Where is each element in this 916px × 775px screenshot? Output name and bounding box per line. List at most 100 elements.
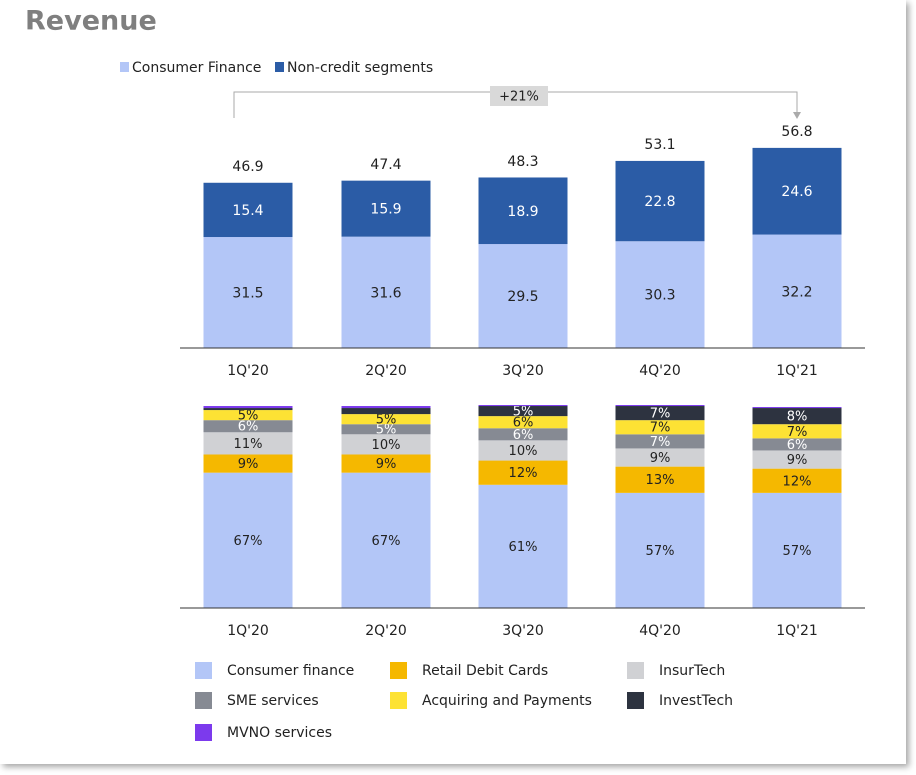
- data-label: 9%: [238, 457, 259, 472]
- bar-segment: [478, 440, 568, 461]
- bar-segment: [341, 236, 431, 348]
- legend-swatch: [390, 662, 407, 679]
- bar-segment: [341, 414, 431, 425]
- bar-segment: [752, 408, 842, 425]
- x-tick-label: 1Q'20: [227, 363, 269, 379]
- data-label: 5%: [238, 409, 259, 424]
- total-label: 56.8: [781, 124, 812, 140]
- data-label: 6%: [787, 438, 808, 453]
- total-label: 48.3: [507, 154, 538, 170]
- x-tick-label: 2Q'20: [365, 363, 407, 379]
- data-label: 15.9: [370, 202, 401, 218]
- data-label: 22.8: [644, 194, 675, 210]
- legend-label: InvestTech: [659, 693, 733, 709]
- bar-segment: [203, 237, 293, 348]
- data-label: 15.4: [232, 203, 263, 219]
- chart-title: Revenue: [25, 6, 157, 37]
- bar-segment: [203, 408, 293, 411]
- bar-segment: [478, 177, 568, 245]
- data-label: 9%: [376, 457, 397, 472]
- data-label: 5%: [376, 413, 397, 428]
- data-label: 10%: [509, 444, 538, 459]
- legend-label: Consumer finance: [227, 663, 354, 679]
- bar-segment: [752, 234, 842, 348]
- bar-segment: [341, 424, 431, 435]
- data-label: 31.6: [370, 285, 401, 301]
- data-label: 29.5: [507, 289, 538, 305]
- legend-swatch: [627, 662, 644, 679]
- bar-segment: [341, 406, 431, 409]
- bar-segment: [752, 407, 842, 409]
- bar-segment: [615, 420, 705, 435]
- data-label: 61%: [509, 540, 538, 555]
- bar-segment: [203, 410, 293, 421]
- legend-label: Non-credit segments: [287, 60, 433, 76]
- x-tick-label: 3Q'20: [502, 623, 544, 639]
- bar-segment: [752, 450, 842, 469]
- legend-swatch: [390, 692, 407, 709]
- bar-segment: [752, 147, 842, 235]
- frame: [0, 0, 906, 764]
- data-label: 7%: [787, 425, 808, 440]
- bar-segment: [203, 432, 293, 455]
- bar-segment: [478, 484, 568, 608]
- bar-segment: [615, 241, 705, 348]
- bar-segment: [341, 408, 431, 415]
- data-label: 24.6: [781, 184, 812, 200]
- bar-segment: [341, 454, 431, 473]
- data-label: 12%: [783, 474, 812, 489]
- data-label: 67%: [234, 534, 263, 549]
- legend-label: Consumer Finance: [132, 60, 261, 76]
- legend-swatch: [275, 62, 284, 72]
- data-label: 6%: [238, 420, 259, 435]
- x-tick-label: 2Q'20: [365, 623, 407, 639]
- data-label: 11%: [234, 437, 263, 452]
- arrow-head: [793, 112, 801, 119]
- total-label: 47.4: [370, 157, 401, 173]
- bar-segment: [615, 466, 705, 493]
- bar-segment: [341, 180, 431, 237]
- legend-label: MVNO services: [227, 725, 332, 741]
- bar-segment: [752, 468, 842, 493]
- data-label: 7%: [650, 421, 671, 436]
- data-label: 6%: [513, 416, 534, 431]
- legend-label: Retail Debit Cards: [422, 663, 548, 679]
- data-label: 5%: [513, 405, 534, 420]
- bar-segment: [615, 406, 705, 421]
- legend-label: Acquiring and Payments: [422, 693, 592, 709]
- bar-segment: [478, 416, 568, 429]
- data-label: 7%: [650, 407, 671, 422]
- bar-segment: [615, 434, 705, 449]
- data-label: 13%: [646, 473, 675, 488]
- annotation-box: [490, 86, 548, 106]
- x-tick-label: 4Q'20: [639, 623, 681, 639]
- x-tick-label: 4Q'20: [639, 363, 681, 379]
- data-label: 7%: [650, 435, 671, 450]
- legend-swatch: [627, 692, 644, 709]
- bar-segment: [203, 472, 293, 608]
- bar-segment: [615, 405, 705, 407]
- bar-segment: [341, 472, 431, 608]
- data-label: 31.5: [232, 286, 263, 302]
- data-label: 67%: [372, 534, 401, 549]
- bar-segment: [478, 405, 568, 407]
- bar-segment: [203, 406, 293, 409]
- data-label: 8%: [787, 410, 808, 425]
- data-label: 30.3: [644, 288, 675, 304]
- bar-segment: [203, 454, 293, 473]
- data-label: 57%: [783, 544, 812, 559]
- bar-segment: [752, 492, 842, 608]
- data-label: 57%: [646, 544, 675, 559]
- bar-segment: [478, 428, 568, 441]
- data-label: 10%: [372, 438, 401, 453]
- data-label: 32.2: [781, 284, 812, 300]
- legend-swatch: [195, 724, 212, 741]
- x-tick-label: 1Q'21: [776, 363, 818, 379]
- total-label: 46.9: [232, 159, 263, 175]
- legend-label: SME services: [227, 693, 319, 709]
- legend-swatch: [120, 62, 129, 72]
- bar-segment: [752, 424, 842, 439]
- bar-segment: [203, 182, 293, 238]
- data-label: 6%: [513, 428, 534, 443]
